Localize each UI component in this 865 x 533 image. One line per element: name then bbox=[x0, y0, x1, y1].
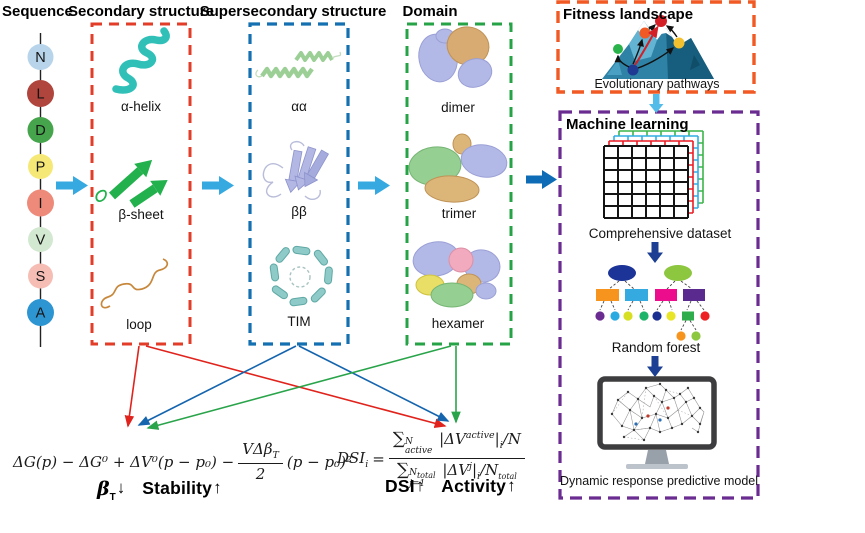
pathway-node-orange bbox=[639, 27, 651, 39]
mapping-arrow-supersecondary-to-activity bbox=[298, 345, 450, 422]
comprehensive-dataset-caption: Comprehensive dataset bbox=[588, 226, 732, 241]
network-graph bbox=[610, 382, 705, 442]
tim-barrel-icon bbox=[269, 245, 333, 307]
flow-arrow-right-icon bbox=[56, 176, 88, 195]
alpha-alpha-icon bbox=[255, 51, 342, 79]
residue-node: V bbox=[28, 227, 53, 252]
random-forest-caption: Random forest bbox=[611, 340, 701, 355]
mapping-arrow-secondary-to-activity bbox=[145, 345, 447, 428]
machine-learning-box bbox=[558, 110, 760, 500]
alpha-helix-label: α-helix bbox=[120, 99, 162, 114]
up-trend-arrow: ↑ bbox=[213, 478, 222, 497]
residue-node: I bbox=[27, 189, 54, 217]
tree-root-lime bbox=[664, 265, 692, 281]
trimer-label: trimer bbox=[441, 206, 477, 221]
mapping-arrow-domain-to-stability bbox=[146, 345, 452, 430]
svg-text:D: D bbox=[35, 123, 45, 139]
mapping-arrow-secondary-to-stability bbox=[124, 345, 140, 428]
monitor-icon bbox=[597, 376, 717, 469]
beta-t-symbol: βT bbox=[97, 478, 116, 503]
supersecondary-structure-title: Supersecondary structure bbox=[199, 3, 387, 20]
up-trend-arrow: ↑ bbox=[507, 476, 516, 495]
tim-label: TIM bbox=[287, 314, 311, 329]
svg-text:L: L bbox=[36, 87, 44, 103]
trimer-icon bbox=[408, 133, 508, 203]
alpha-alpha-label: αα bbox=[291, 99, 307, 114]
random-forest-graphic bbox=[595, 265, 710, 341]
sequence-chain: N L D P I V S A bbox=[27, 33, 54, 347]
secondary-structure-box bbox=[90, 22, 192, 346]
svg-text:A: A bbox=[36, 306, 46, 322]
stability-equation: ΔG(p) − ΔG⁰ + ΔV⁰(p − p₀) − VΔβT 2 (p − … bbox=[13, 440, 352, 484]
beta-beta-icon bbox=[262, 140, 330, 200]
pathway-node-yellow bbox=[673, 37, 685, 49]
residue-node: N bbox=[27, 44, 54, 70]
flow-arrow-domain-to-ml-icon bbox=[526, 170, 557, 189]
fitness-landscape-box bbox=[556, 0, 756, 94]
dimer-label: dimer bbox=[441, 100, 475, 115]
monitor-base bbox=[626, 464, 688, 469]
secondary-structure-title: Secondary structure bbox=[68, 3, 214, 20]
svg-text:N: N bbox=[35, 50, 45, 66]
flow-arrow-right-icon bbox=[358, 176, 390, 195]
tree-node-purple bbox=[683, 289, 705, 301]
svg-text:P: P bbox=[36, 160, 46, 176]
down-trend-arrow: ↓ bbox=[116, 478, 126, 497]
svg-text:S: S bbox=[36, 269, 46, 285]
svg-text:V: V bbox=[36, 233, 46, 249]
tree-node-cyan bbox=[625, 289, 648, 301]
activity-callout: DSI ↑ Activity ↑ bbox=[385, 476, 516, 496]
residue-node: D bbox=[27, 117, 54, 143]
loop-icon bbox=[100, 258, 169, 309]
hexamer-label: hexamer bbox=[431, 316, 485, 331]
down-arrow-icon bbox=[647, 356, 663, 377]
dsi-eq-lhs: DSIi bbox=[337, 448, 369, 470]
alpha-helix-icon bbox=[112, 27, 170, 94]
residue-node: S bbox=[28, 263, 53, 289]
hexamer-icon bbox=[412, 241, 501, 308]
domain-box bbox=[405, 22, 513, 346]
flow-arrow-right-icon bbox=[202, 176, 234, 195]
residue-node: A bbox=[27, 299, 54, 326]
monitor-stand bbox=[645, 450, 669, 464]
mapping-arrows bbox=[124, 345, 461, 430]
stability-callout: βT ↓ Stability ↑ bbox=[97, 478, 222, 503]
mapping-arrow-supersecondary-to-stability bbox=[137, 345, 297, 426]
evolutionary-pathway-graph bbox=[613, 15, 685, 76]
predictive-model-caption: Dynamic response predictive model bbox=[559, 474, 759, 488]
residue-node: P bbox=[28, 154, 53, 179]
sequence-title: Sequence bbox=[2, 3, 73, 20]
pathway-node-red bbox=[655, 15, 667, 27]
residue-node: L bbox=[27, 80, 54, 107]
supersecondary-structure-box bbox=[248, 22, 350, 346]
stability-eq-rhs: (p − p₀)² bbox=[286, 452, 352, 471]
loop-label: loop bbox=[126, 317, 152, 332]
machine-learning-title: Machine learning bbox=[566, 116, 689, 133]
down-arrow-icon bbox=[647, 242, 663, 263]
domain-title: Domain bbox=[402, 3, 458, 20]
beta-beta-label: ββ bbox=[291, 204, 307, 219]
fitness-landscape-title: Fitness landscape bbox=[563, 6, 694, 23]
tree-node-magenta bbox=[655, 289, 677, 301]
flow-arrow-fitness-to-ml-icon bbox=[649, 94, 664, 113]
dataset-grid-stack bbox=[603, 130, 704, 219]
beta-sheet-label: β-sheet bbox=[118, 207, 164, 222]
tree-root-navy bbox=[608, 265, 636, 281]
tree-node-orange bbox=[596, 289, 619, 301]
stability-eq-lhs: ΔG(p) − ΔG⁰ + ΔV⁰(p − p₀) − bbox=[13, 452, 235, 471]
svg-text:I: I bbox=[38, 196, 42, 212]
beta-sheet-icon bbox=[95, 159, 168, 208]
stability-eq-fraction: VΔβT 2 bbox=[238, 440, 283, 484]
up-trend-arrow: ↑ bbox=[415, 476, 425, 495]
evolutionary-pathways-caption: Evolutionary pathways bbox=[594, 77, 720, 91]
pathway-node-green bbox=[613, 44, 623, 54]
dimer-icon bbox=[418, 26, 493, 88]
pathway-node-blue bbox=[627, 64, 639, 76]
